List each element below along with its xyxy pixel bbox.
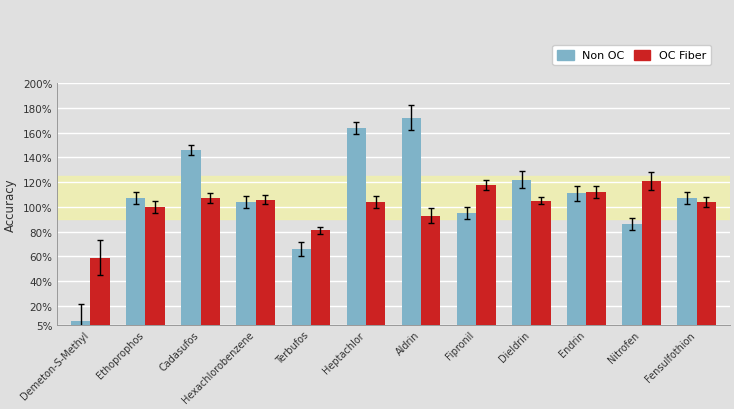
Bar	[200, 199, 220, 331]
Bar	[291, 249, 310, 331]
Bar	[531, 201, 550, 331]
Bar	[145, 207, 164, 331]
Bar	[181, 151, 200, 331]
Bar	[310, 231, 330, 331]
Bar	[71, 321, 90, 331]
Bar	[57, 177, 730, 220]
Bar	[457, 213, 476, 331]
Bar	[567, 194, 586, 331]
Bar	[255, 200, 275, 331]
Y-axis label: Accuracy: Accuracy	[4, 178, 17, 231]
Bar	[622, 225, 642, 331]
Bar	[346, 128, 366, 331]
Bar	[697, 202, 716, 331]
Bar	[586, 193, 606, 331]
Bar	[90, 258, 109, 331]
Bar	[366, 202, 385, 331]
Bar	[421, 216, 440, 331]
Legend: Non OC, OC Fiber: Non OC, OC Fiber	[553, 46, 711, 66]
Bar	[236, 202, 255, 331]
Bar	[512, 180, 531, 331]
Bar	[476, 185, 495, 331]
Bar	[677, 199, 697, 331]
Bar	[642, 182, 661, 331]
Bar	[126, 199, 145, 331]
Bar	[401, 119, 421, 331]
